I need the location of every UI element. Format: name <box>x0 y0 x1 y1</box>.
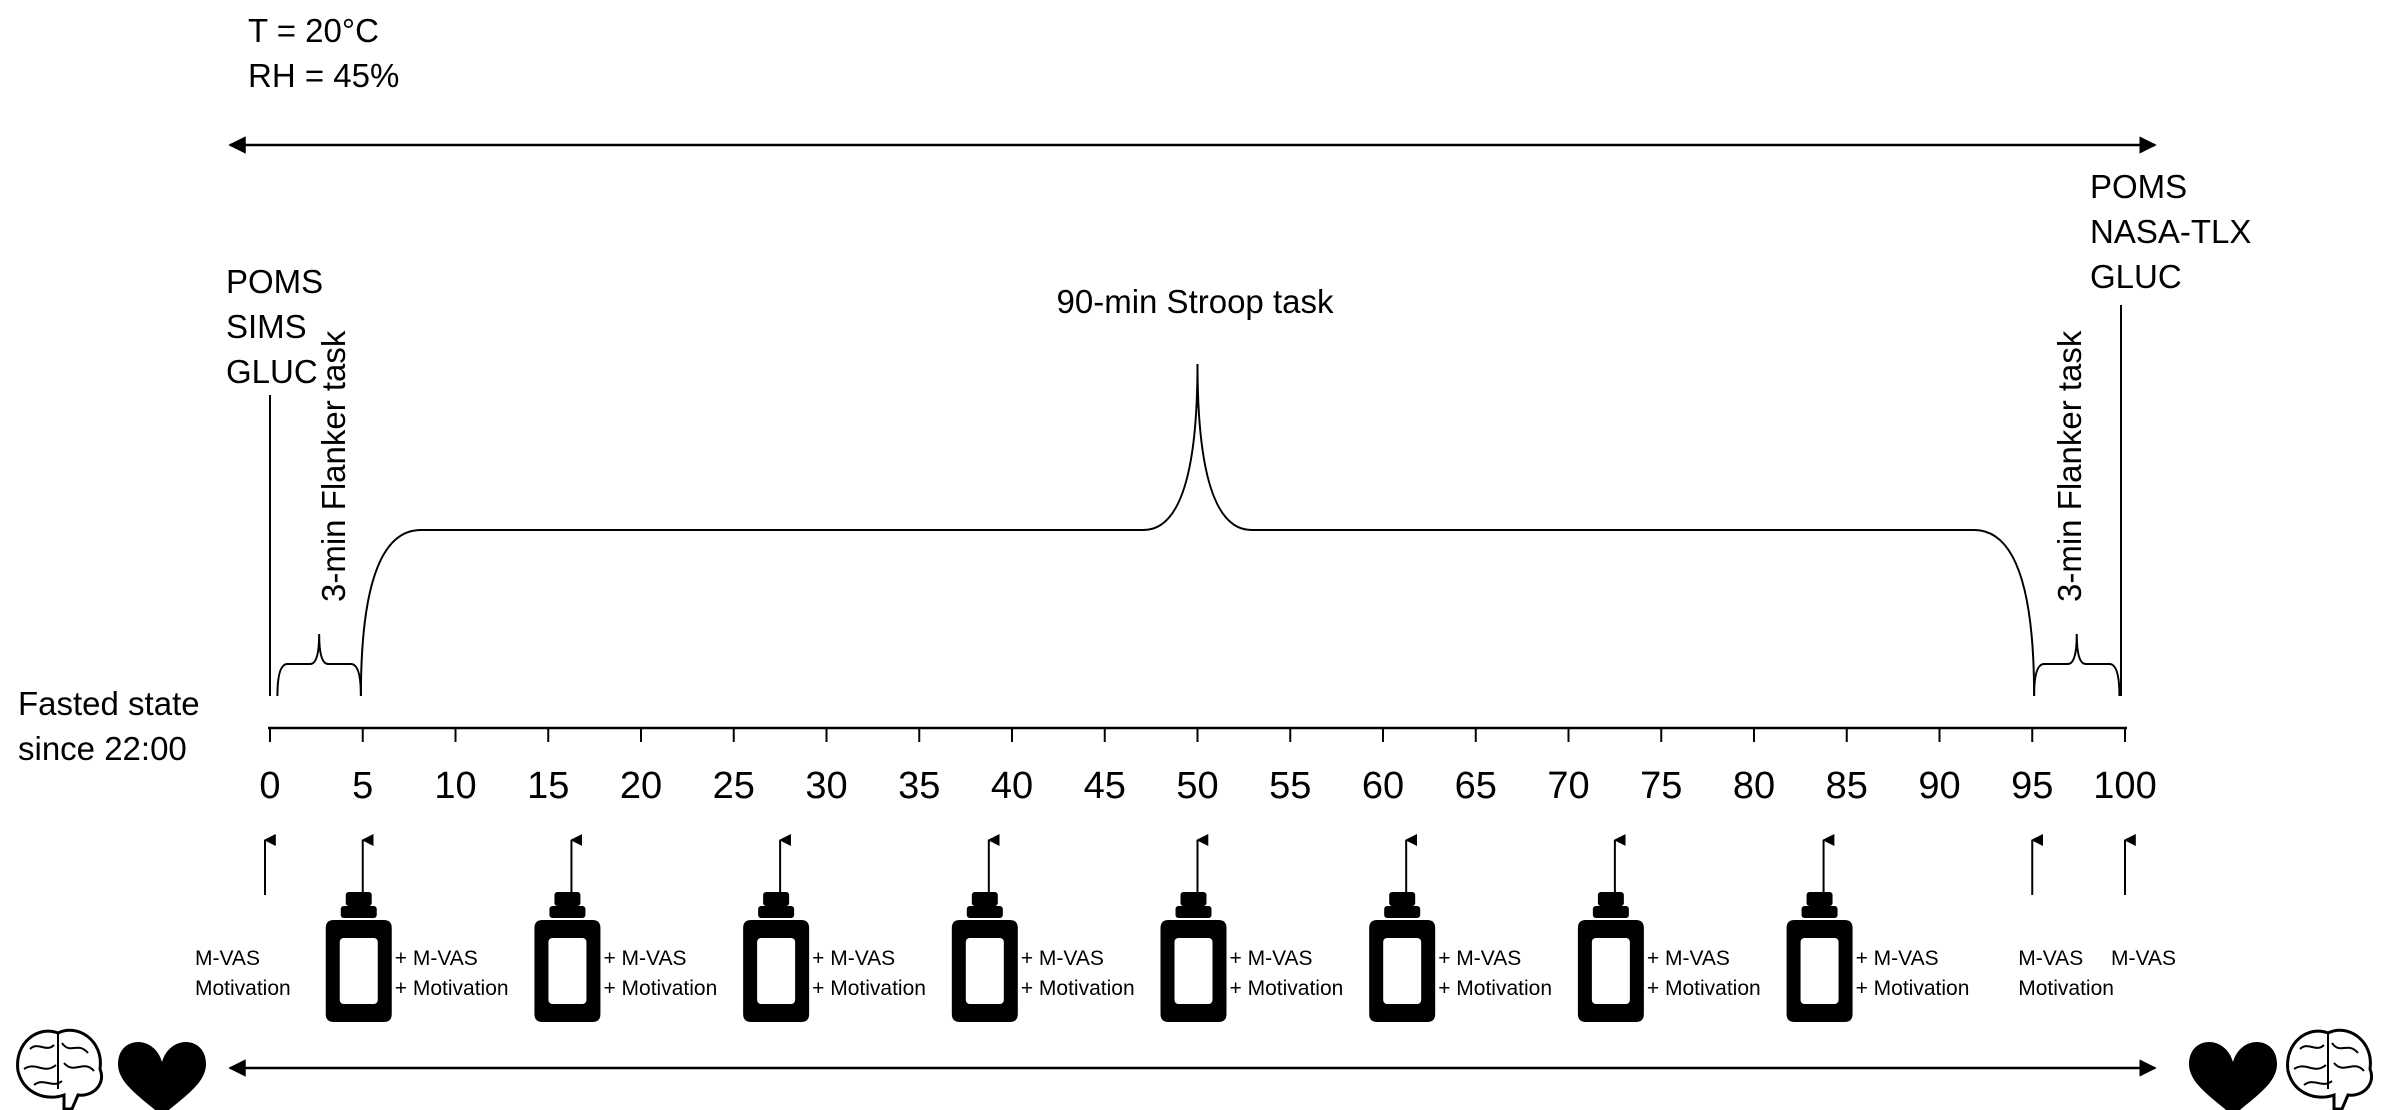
axis-tick-label: 45 <box>1084 765 1126 807</box>
stroop-task-label: 90-min Stroop task <box>1057 283 1334 320</box>
brain-icon <box>16 1028 104 1110</box>
measure-label: + Motivation <box>603 977 717 1000</box>
axis-tick-label: 60 <box>1362 765 1404 807</box>
measure-label: + Motivation <box>1856 977 1970 1000</box>
measure-label: + Motivation <box>1438 977 1552 1000</box>
measure-label: + Motivation <box>1021 977 1135 1000</box>
axis-tick-label: 75 <box>1640 765 1682 807</box>
axis-tick-label: 10 <box>434 765 476 807</box>
measure-label: + M-VAS <box>603 947 686 970</box>
pre-measure-poms: POMS <box>226 263 323 300</box>
fasted-state-time: since 22:00 <box>18 730 187 767</box>
measure-label: + M-VAS <box>1647 947 1730 970</box>
drink-bottle-icon <box>1369 892 1436 1022</box>
measure-label: + M-VAS <box>1438 947 1521 970</box>
stroop-brace <box>359 363 2036 697</box>
measure-label: Motivation <box>2018 977 2114 1000</box>
measure-label: + Motivation <box>1647 977 1761 1000</box>
pre-measure-sims: SIMS <box>226 308 307 345</box>
post-measure-poms: POMS <box>2090 168 2187 205</box>
axis-tick-label: 90 <box>1918 765 1960 807</box>
axis-tick-label: 95 <box>2011 765 2053 807</box>
measure-label: Motivation <box>195 977 291 1000</box>
axis-tick-label: 85 <box>1826 765 1868 807</box>
measure-label: + M-VAS <box>1021 947 1104 970</box>
temperature-label: T = 20°C <box>248 12 379 49</box>
drink-bottle-icon <box>534 892 601 1022</box>
measurement-points: M-VAS Motivation M-VAS Motivation M-VAS + M-V… <box>195 834 2176 1022</box>
fasted-state-label: Fasted state <box>18 685 200 722</box>
drink-bottle-icon <box>325 892 392 1022</box>
measure-label: + Motivation <box>1230 977 1344 1000</box>
measure-label: M-VAS <box>2111 947 2176 970</box>
axis-tick-label: 80 <box>1733 765 1775 807</box>
measure-label: + Motivation <box>395 977 509 1000</box>
axis-tick-label: 55 <box>1269 765 1311 807</box>
measure-label: + Motivation <box>812 977 926 1000</box>
axis-tick-label: 0 <box>259 765 280 807</box>
measure-label: + M-VAS <box>395 947 478 970</box>
humidity-label: RH = 45% <box>248 57 399 94</box>
flanker-pre-label: 3-min Flanker task <box>315 330 352 602</box>
post-measure-nasa-tlx: NASA-TLX <box>2090 213 2251 250</box>
flanker-post-label: 3-min Flanker task <box>2051 330 2088 602</box>
axis-tick-label: 25 <box>713 765 755 807</box>
drink-bottle-icon <box>951 892 1018 1022</box>
pre-measure-gluc: GLUC <box>226 353 318 390</box>
axis-tick-label: 65 <box>1455 765 1497 807</box>
axis-tick-label: 5 <box>352 765 373 807</box>
drink-bottle-icon <box>1160 892 1227 1022</box>
measure-label: M-VAS <box>195 947 260 970</box>
flanker-pre-brace <box>276 633 362 697</box>
measure-label: + M-VAS <box>812 947 895 970</box>
axis-tick-label: 15 <box>527 765 569 807</box>
heart-icon <box>2189 1041 2277 1110</box>
measure-label: + M-VAS <box>1856 947 1939 970</box>
drink-bottle-icon <box>1786 892 1853 1022</box>
flanker-post-brace <box>2033 633 2121 697</box>
drink-bottle-icon <box>1577 892 1644 1022</box>
axis-tick-label: 70 <box>1547 765 1589 807</box>
heart-icon <box>118 1041 206 1110</box>
brain-icon <box>2286 1028 2374 1110</box>
axis-tick-label: 35 <box>898 765 940 807</box>
axis-tick-label: 40 <box>991 765 1033 807</box>
timeline-ticks: 0 5 10 15 20 25 30 35 40 45 50 55 60 65 70 75 80 85 90 95 10… <box>259 728 2157 807</box>
post-measure-gluc: GLUC <box>2090 258 2182 295</box>
drink-bottle-icon <box>743 892 810 1022</box>
axis-tick-label: 50 <box>1176 765 1218 807</box>
axis-tick-label: 20 <box>620 765 662 807</box>
measure-label: + M-VAS <box>1230 947 1313 970</box>
measure-label: M-VAS <box>2018 947 2083 970</box>
axis-tick-label: 30 <box>805 765 847 807</box>
axis-tick-label: 100 <box>2093 765 2156 807</box>
